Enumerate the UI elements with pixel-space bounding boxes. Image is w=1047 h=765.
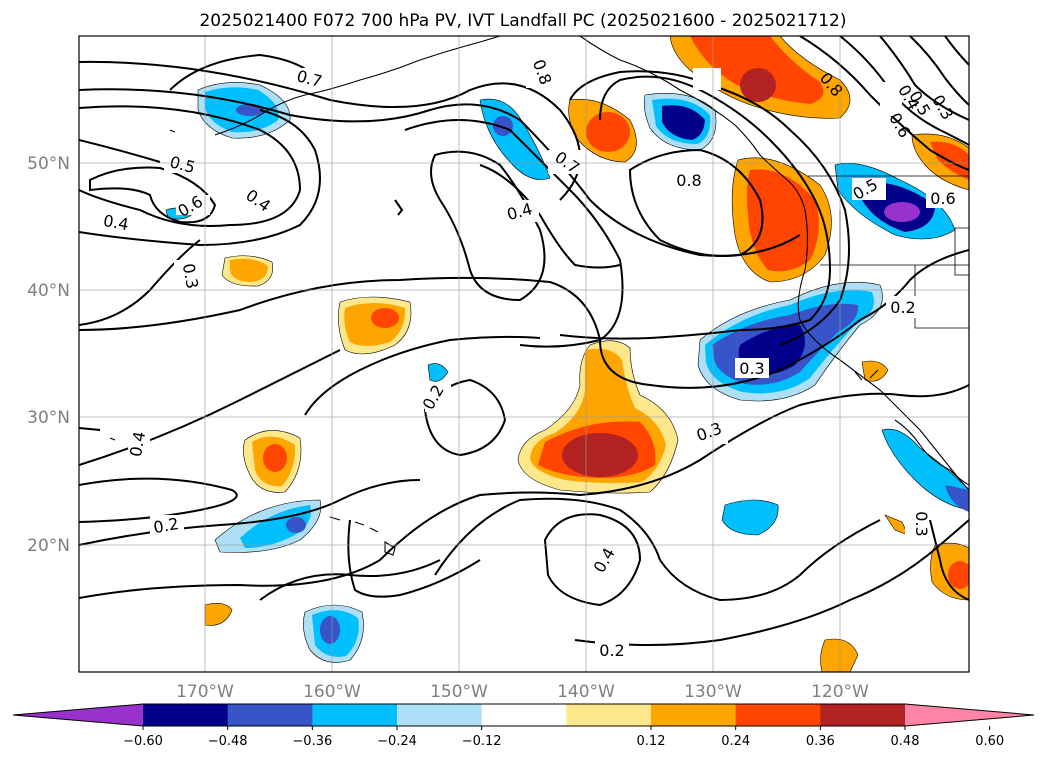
lat-label: 50°N — [27, 154, 70, 174]
colorbar-segment — [143, 704, 229, 726]
colorbar-segment — [735, 704, 821, 726]
colorbar-tick-label: 0.36 — [806, 734, 835, 749]
colorbar-segment — [820, 704, 906, 726]
figure-title: 2025021400 F072 700 hPa PV, IVT Landfall… — [199, 11, 846, 31]
contour-label: 0.2 — [890, 298, 915, 317]
colorbar-segment — [227, 704, 313, 726]
lon-label: 160°W — [303, 682, 361, 702]
contour-label: 0.2 — [152, 514, 180, 537]
colorbar-segment — [312, 704, 398, 726]
lon-label: 170°W — [176, 682, 234, 702]
colorbar-segment — [651, 704, 737, 726]
colorbar-tick-label: −0.12 — [462, 734, 502, 749]
colorbar-extend-max — [905, 704, 1034, 726]
contour-label: 0.3 — [912, 511, 931, 536]
latitude-labels: 50°N 40°N 30°N 20°N — [27, 154, 70, 556]
map-frame — [78, 35, 970, 673]
lat-label: 40°N — [27, 281, 70, 301]
colorbar-tick-label: 0.48 — [891, 734, 920, 749]
colorbar: −0.60 −0.48 −0.36 −0.24 −0.12 0.12 0.24 0.36 0.4… — [12, 703, 1035, 749]
colorbar-tick-label: −0.24 — [377, 734, 417, 749]
lat-label: 20°N — [27, 536, 70, 556]
lon-label: 150°W — [430, 682, 488, 702]
colorbar-tick-label: −0.60 — [123, 734, 163, 749]
lon-label: 120°W — [811, 682, 869, 702]
colorbar-tick-label: 0.24 — [721, 734, 750, 749]
gridlines — [79, 36, 969, 672]
contour-label: 0.6 — [930, 189, 955, 208]
contour-label: 0.4 — [102, 211, 130, 234]
colorbar-segment — [397, 704, 483, 726]
colorbar-segment — [566, 704, 652, 726]
colorbar-tick-label: −0.36 — [292, 734, 332, 749]
colorbar-segment — [481, 704, 567, 726]
colorbar-extend-min — [13, 704, 143, 726]
lon-label: 130°W — [684, 682, 742, 702]
colorbar-tick-label: 0.60 — [975, 734, 1004, 749]
contour-label: 0.2 — [599, 641, 624, 660]
lon-label: 140°W — [557, 682, 615, 702]
contour-label: 0.4 — [126, 430, 149, 458]
map-panel: 0.7 0.8 0.8 0.4 0.5 0.6 0.5 0.3 0.4 0.6 … — [79, 36, 969, 672]
contour-label: 0.3 — [739, 359, 764, 378]
contour-label-backdrops — [98, 58, 960, 660]
colorbar-tick-label: 0.12 — [637, 734, 666, 749]
contour-label: 0.3 — [179, 262, 202, 290]
contour-label: 0.8 — [676, 171, 701, 190]
colorbar-tick-label: −0.48 — [208, 734, 248, 749]
longitude-labels: 170°W 160°W 150°W 140°W 130°W 120°W — [176, 682, 869, 702]
coastlines — [109, 36, 969, 556]
lat-label: 30°N — [27, 408, 70, 428]
